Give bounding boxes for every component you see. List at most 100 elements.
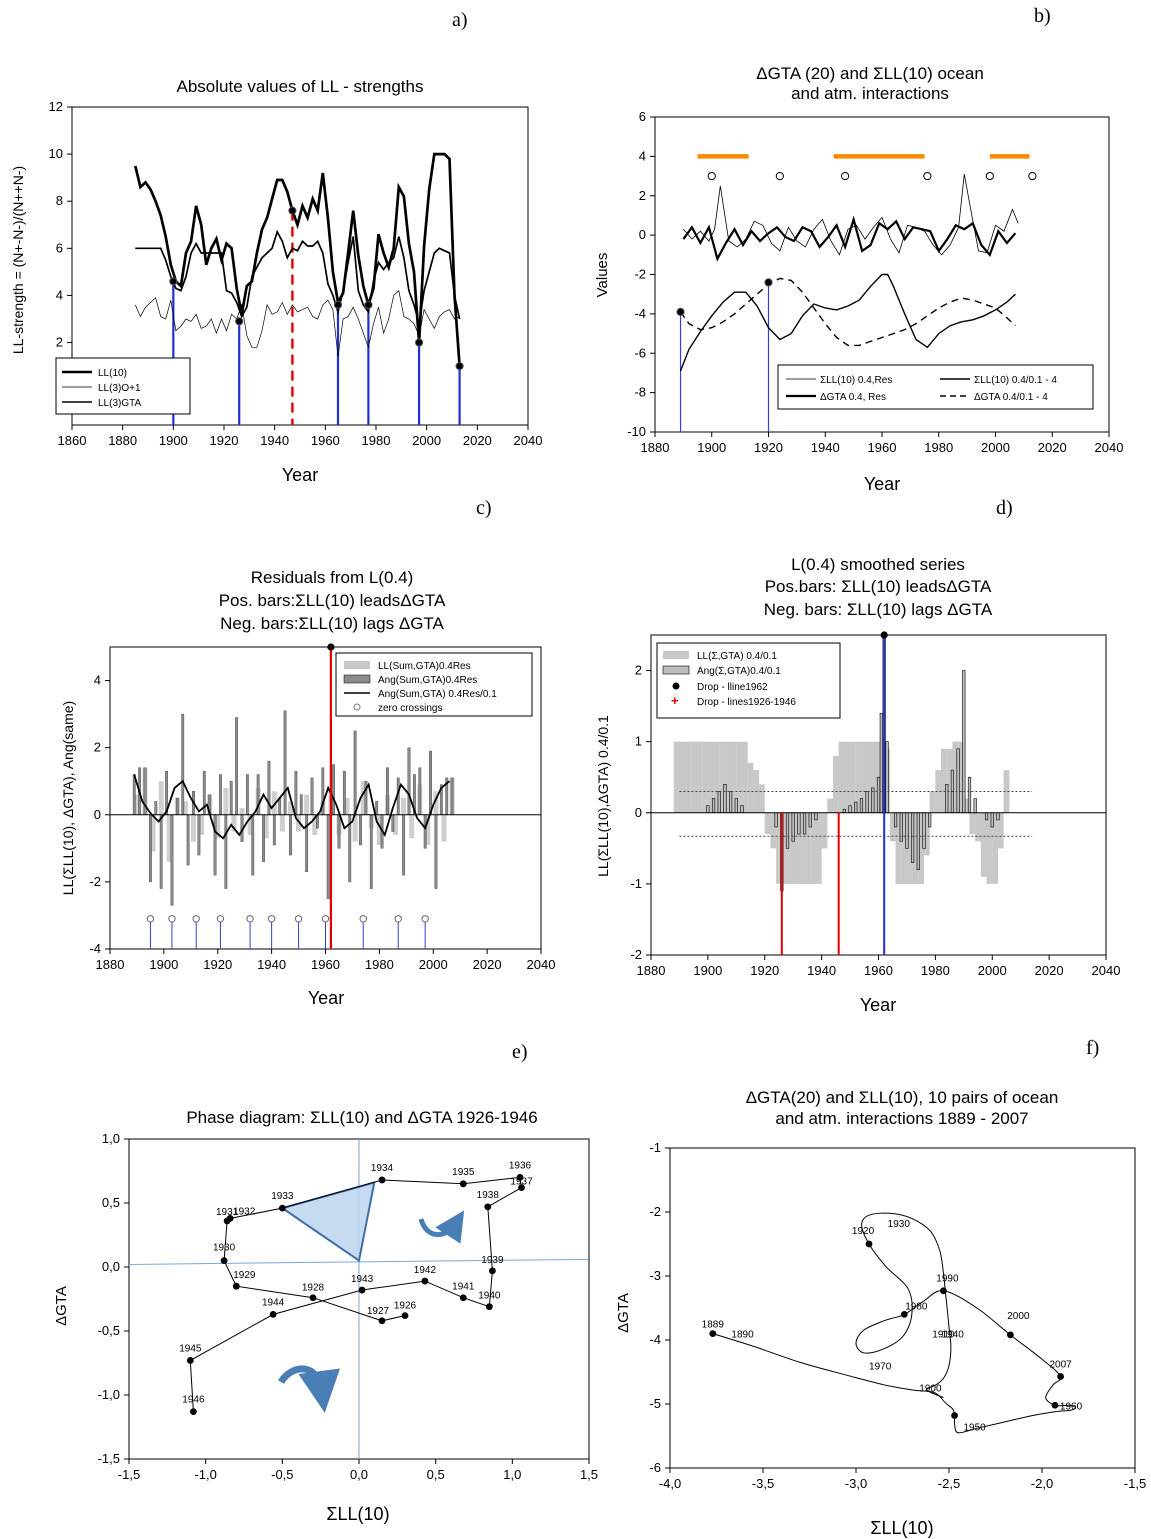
bar-ll-light — [997, 812, 1004, 849]
phase-point — [940, 1287, 947, 1295]
bar-ang-dark — [353, 730, 357, 815]
panel-b-legend: ΣLL(10) 0.4,Res ΔGTA 0.4, Res ΣLL(10) 0.… — [777, 364, 1094, 410]
bar-ang-dark — [956, 748, 960, 814]
y-tick-label: -2 — [634, 267, 646, 282]
bar-ll-light — [679, 741, 686, 813]
x-tick-label: 2020 — [463, 433, 492, 448]
panel-d-xlabel: Year — [860, 995, 896, 1015]
x-tick-label: 2000 — [981, 440, 1010, 455]
phase-point — [278, 1204, 286, 1212]
open-circle — [1028, 171, 1037, 181]
horizontal-axis-zero — [128, 1258, 590, 1265]
bar-ll-light — [975, 812, 981, 842]
bar-ll-light — [409, 814, 415, 839]
zero-crossing-marker — [192, 915, 200, 923]
y-tick-label: -5 — [649, 1396, 661, 1411]
x-tick-label: 1860 — [58, 433, 87, 448]
bar-ll-light — [724, 741, 731, 813]
phase-triangle — [279, 1181, 376, 1263]
series-ang-smooth — [133, 774, 450, 840]
bar-ll-light — [946, 748, 953, 813]
bar-ang-dark — [342, 770, 346, 815]
bar-ang-dark — [278, 797, 282, 815]
x-tick-label: 1980 — [921, 963, 950, 978]
phase-point-label: 1933 — [271, 1191, 294, 1202]
legend-c-s1: LL(Sum,GTA)0.4Res — [378, 661, 471, 672]
phase-curve — [712, 1212, 1077, 1434]
bar-ll-light — [393, 814, 399, 835]
phase-point — [489, 1267, 496, 1275]
x-tick-label: 1920 — [210, 433, 239, 448]
panel-c-xlabel: Year — [308, 988, 344, 1008]
phase-point — [1006, 1331, 1014, 1339]
x-tick-label: -2,0 — [1031, 1476, 1053, 1491]
y-tick-label: 0 — [639, 227, 646, 242]
bar-ang-dark — [916, 812, 920, 870]
bar-ll-light — [867, 741, 873, 813]
x-tick-label: 1940 — [811, 440, 840, 455]
year-label: 1970 — [869, 1362, 892, 1373]
panel-letter-c: c) — [476, 497, 492, 519]
legend-d-s3: Drop - lline1962 — [697, 682, 768, 693]
y-tick-label: 12 — [49, 99, 63, 114]
y-tick-label: -1,0 — [98, 1387, 120, 1402]
x-tick-label: 1880 — [637, 963, 666, 978]
bar-ang-dark — [450, 777, 454, 815]
bar-ang-dark — [224, 814, 228, 889]
bar-ang-dark — [808, 812, 812, 828]
phase-point — [951, 1412, 958, 1419]
panel-b-ylabel: Values — [594, 253, 611, 298]
y-tick-label: 0,5 — [102, 1195, 120, 1210]
bar-ll-light — [906, 812, 913, 884]
bar-ang-dark — [434, 814, 438, 889]
bar-ll-light — [166, 814, 172, 862]
y-tick-label: 0,0 — [102, 1259, 120, 1274]
zero-crossing-marker — [216, 915, 225, 923]
bar-ang-dark — [219, 774, 222, 815]
bar-ll-light — [401, 798, 407, 815]
x-tick-label: -1,5 — [1124, 1476, 1146, 1491]
bar-ll-light — [702, 741, 708, 813]
bar-ang-dark — [785, 812, 790, 849]
bar-ll-light — [747, 763, 754, 813]
panel-b-xlabel: Year — [864, 474, 900, 494]
bar-ll-light — [952, 741, 959, 813]
phase-point — [516, 1174, 524, 1181]
legend-d-s1: LL(Σ,GTA) 0.4/0.1 — [697, 651, 777, 662]
bar-ang-dark — [740, 805, 744, 814]
x-tick-label: 1920 — [203, 957, 232, 972]
bar-ll-light — [895, 812, 902, 884]
phase-point-label: 1943 — [351, 1274, 374, 1285]
series-dgta-smooth — [679, 277, 1016, 347]
phase-point — [232, 1282, 240, 1290]
panel-d-ylabel: LL(ΣLL(10),ΔGTA) 0.4/0.1 — [595, 715, 611, 877]
bar-ll-light — [929, 791, 936, 813]
y-tick-label: -1 — [649, 1140, 661, 1155]
bar-ang-dark — [375, 801, 379, 815]
bar-ll-light — [150, 814, 156, 852]
phase-point — [1057, 1373, 1064, 1380]
phase-point — [358, 1286, 366, 1294]
bar-ang-dark — [159, 814, 163, 889]
x-tick-label: 1880 — [641, 440, 670, 455]
series-dgta-res — [682, 215, 1017, 262]
legend-b-s4: ΔGTA 0.4/0.1 - 4 — [974, 392, 1048, 403]
phase-point-label: 1950 — [963, 1423, 986, 1434]
panel-a-chart: Absolute values of LL - strengths Year L… — [10, 77, 542, 485]
bar-ang-dark — [402, 814, 406, 876]
x-tick-label: 1900 — [159, 433, 188, 448]
y-tick-label: -6 — [649, 1460, 661, 1475]
series-sll-smooth — [679, 273, 1016, 372]
legend-b-s2: ΔGTA 0.4, Res — [820, 392, 886, 403]
bar-ang-dark — [973, 798, 977, 814]
bar-ll-light — [352, 814, 358, 842]
bar-ll-light — [376, 814, 382, 845]
x-tick-label: 1,5 — [580, 1467, 598, 1482]
y-tick-label: 2 — [635, 663, 642, 678]
drop-point — [676, 307, 685, 317]
phase-point-label: 1930 — [213, 1243, 236, 1254]
y-tick-label: 8 — [56, 193, 63, 208]
bar-ll-light — [781, 812, 788, 884]
phase-point-label: 1946 — [182, 1395, 205, 1406]
bar-ang-dark — [876, 776, 881, 814]
